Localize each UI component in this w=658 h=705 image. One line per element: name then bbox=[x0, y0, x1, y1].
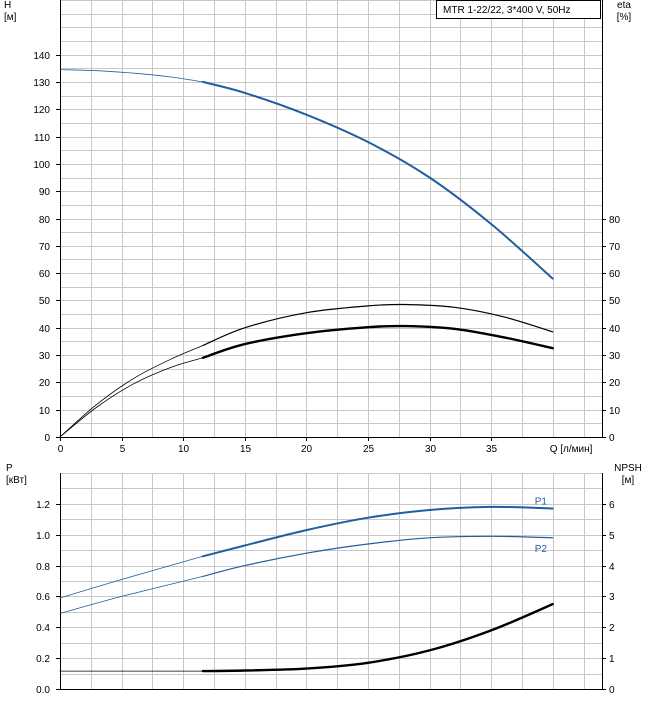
y-tick-label-left: 1.2 bbox=[36, 500, 50, 511]
x-tick-label: 15 bbox=[240, 444, 252, 455]
y-tick-label-right: 60 bbox=[609, 269, 621, 280]
y-tick-label-left: 50 bbox=[39, 296, 51, 307]
y-tick-label-right: 50 bbox=[609, 296, 621, 307]
y-axis-label-left: P [кВт] bbox=[6, 463, 27, 486]
series-line-eta bbox=[202, 303, 554, 347]
x-tick-label: 25 bbox=[363, 444, 375, 455]
series-line-P1-extrapolated bbox=[59, 555, 204, 599]
y-axis-label-left: H [м] bbox=[4, 0, 17, 23]
series-line-NPSH bbox=[201, 602, 554, 673]
y-tick-label-left: 10 bbox=[39, 406, 51, 417]
y-tick-label-right: 0 bbox=[609, 433, 615, 444]
y-tick-label-left: 60 bbox=[39, 269, 51, 280]
y-tick-label-left: 30 bbox=[39, 351, 51, 362]
series-line-eta-total-extrapolated bbox=[59, 357, 204, 438]
y-tick-label-right: 6 bbox=[609, 500, 615, 511]
y-tick-label-left: 0.6 bbox=[36, 592, 50, 603]
y-tick-label-right: 80 bbox=[609, 215, 621, 226]
series-line-P1 bbox=[201, 505, 554, 558]
y-tick-label-right: 1 bbox=[609, 654, 615, 665]
y-tick-label-left: 90 bbox=[39, 187, 51, 198]
y-tick-label-left: 130 bbox=[33, 78, 50, 89]
y-tick-label-left: 0.8 bbox=[36, 562, 50, 573]
y-axis-label-right: eta [%] bbox=[617, 0, 632, 23]
series-line-eta-total bbox=[201, 324, 554, 359]
y-tick-label-right: 4 bbox=[609, 562, 615, 573]
y-tick-label-right: 20 bbox=[609, 378, 621, 389]
y-tick-label-left: 140 bbox=[33, 51, 50, 62]
x-tick-label: 0 bbox=[58, 444, 64, 455]
x-tick-label: 5 bbox=[120, 444, 126, 455]
x-axis-label: Q [л/мин] bbox=[550, 444, 593, 455]
y-tick-label-left: 1.0 bbox=[36, 531, 50, 542]
series-line-H-extrapolated bbox=[59, 69, 204, 83]
y-tick-label-right: 3 bbox=[609, 592, 615, 603]
series-label-P2: P2 bbox=[535, 544, 548, 555]
y-tick-label-left: 110 bbox=[34, 133, 50, 144]
y-tick-label-right: 0 bbox=[609, 685, 615, 696]
y-tick-label-left: 120 bbox=[33, 105, 50, 116]
series-label-P1: P1 bbox=[535, 496, 548, 507]
y-tick-label-left: 100 bbox=[33, 160, 50, 171]
x-tick-label: 10 bbox=[178, 444, 190, 455]
y-tick-label-left: 20 bbox=[39, 378, 51, 389]
y-tick-label-right: 40 bbox=[609, 324, 621, 335]
series-line-H bbox=[201, 80, 554, 280]
y-tick-label-right: 2 bbox=[609, 623, 615, 634]
y-tick-label-left: 0 bbox=[44, 433, 50, 444]
y-tick-label-left: 0.2 bbox=[36, 654, 50, 665]
y-axis-label-right: NPSH [м] bbox=[614, 463, 642, 486]
y-tick-label-left: 0.0 bbox=[36, 685, 50, 696]
x-tick-label: 20 bbox=[301, 444, 313, 455]
series-line-P2 bbox=[202, 535, 554, 577]
y-tick-label-right: 30 bbox=[609, 351, 621, 362]
y-tick-label-left: 80 bbox=[39, 215, 51, 226]
chart-title: MTR 1-22/22, 3*400 V, 50Hz bbox=[443, 5, 570, 16]
title-box bbox=[436, 0, 601, 19]
y-tick-label-left: 40 bbox=[39, 324, 51, 335]
y-tick-label-right: 10 bbox=[609, 406, 621, 417]
series-line-eta-extrapolated bbox=[59, 345, 204, 438]
y-tick-label-right: 70 bbox=[609, 242, 621, 253]
series-line-P2-extrapolated bbox=[59, 576, 204, 614]
y-tick-label-left: 0.4 bbox=[36, 623, 50, 634]
x-tick-label: 35 bbox=[486, 444, 498, 455]
x-tick-label: 30 bbox=[425, 444, 437, 455]
y-tick-label-left: 70 bbox=[39, 242, 51, 253]
y-tick-label-right: 5 bbox=[609, 531, 615, 542]
